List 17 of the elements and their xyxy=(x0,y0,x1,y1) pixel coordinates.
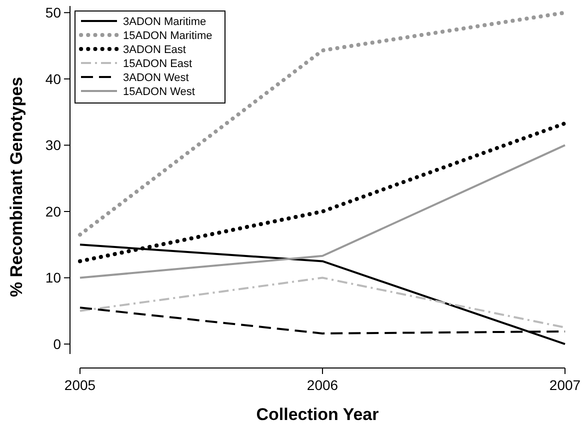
legend-label: 15ADON Maritime xyxy=(123,30,212,42)
y-tick-label: 40 xyxy=(45,70,62,87)
y-axis-title: % Recombinant Genotypes xyxy=(7,76,26,298)
x-tick-label: 2006 xyxy=(306,377,338,393)
legend-label: 3ADON Maritime xyxy=(123,16,206,28)
y-tick-label: 50 xyxy=(45,4,62,21)
x-tick-label: 2007 xyxy=(549,377,581,393)
y-tick-label: 30 xyxy=(45,137,62,154)
legend-label: 15ADON East xyxy=(123,58,192,70)
legend-label: 15ADON West xyxy=(123,86,195,98)
y-tick-label: 20 xyxy=(45,203,62,220)
x-axis-title: Collection Year xyxy=(256,405,380,424)
y-tick-label: 10 xyxy=(45,270,62,286)
legend-label: 3ADON East xyxy=(123,44,186,56)
y-tick-label: 0 xyxy=(53,336,62,352)
x-tick-label: 2005 xyxy=(64,377,96,393)
legend-label: 3ADON West xyxy=(123,72,189,84)
